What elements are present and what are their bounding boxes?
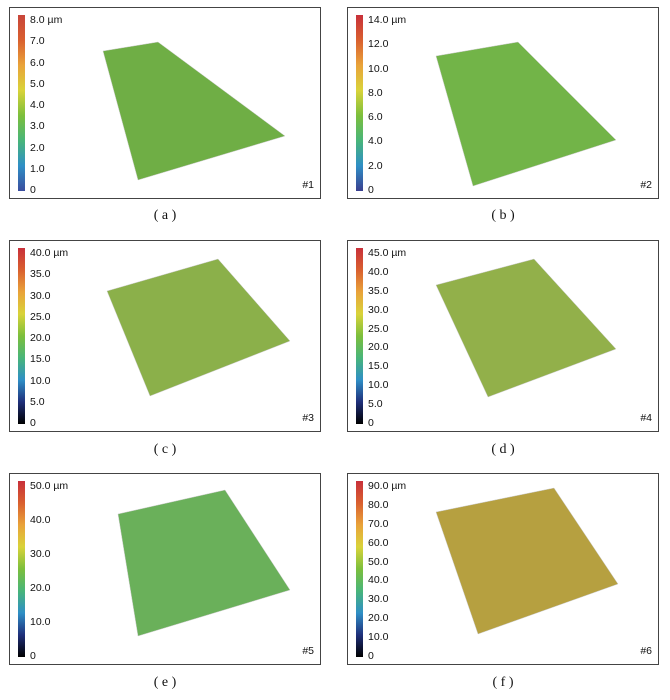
colorbar-tick-label: 0 bbox=[30, 184, 36, 196]
colorbar bbox=[18, 248, 25, 424]
sample-number: #1 bbox=[302, 179, 314, 191]
surface-plot bbox=[117, 489, 291, 637]
colorbar bbox=[356, 15, 363, 191]
colorbar-tick-label: 4.0 bbox=[368, 135, 383, 148]
colorbar-tick-label: 40.0 bbox=[368, 574, 389, 587]
colorbar-tick-label: 8.0 bbox=[368, 86, 383, 99]
colorbar bbox=[356, 248, 363, 424]
colorbar-tick-label: 80.0 bbox=[368, 498, 389, 511]
colorbar-tick-label: 0 bbox=[30, 417, 36, 429]
colorbar-tick-label: 10.0 bbox=[30, 374, 51, 387]
colorbar-tick-label: 30.0 bbox=[368, 593, 389, 606]
colorbar-tick-label: 40.0 bbox=[368, 265, 389, 278]
colorbar-tick-label: 1.0 bbox=[30, 162, 45, 175]
colorbar-tick-label: 0 bbox=[368, 417, 374, 429]
colorbar bbox=[356, 481, 363, 657]
surface-plot bbox=[106, 258, 291, 397]
sample-number: #6 bbox=[640, 645, 652, 657]
sample-number: #3 bbox=[302, 412, 314, 424]
colorbar-tick-label: 2.0 bbox=[30, 141, 45, 154]
colorbar-tick-label: 25.0 bbox=[30, 310, 51, 323]
colorbar-tick-label: 6.0 bbox=[368, 111, 383, 124]
colorbar-tick-label: 8.0 µm bbox=[30, 14, 63, 26]
sample-number: #5 bbox=[302, 645, 314, 657]
caption-e: ( e ) bbox=[153, 675, 177, 690]
colorbar-tick-label: 15.0 bbox=[30, 353, 51, 366]
surface-plot bbox=[435, 487, 619, 635]
colorbar-tick-label: 6.0 bbox=[30, 56, 45, 69]
colorbar bbox=[18, 481, 25, 657]
colorbar-tick-label: 60.0 bbox=[368, 536, 389, 549]
colorbar-tick-label: 20.0 bbox=[30, 332, 51, 344]
colorbar-tick-label: 35.0 bbox=[368, 284, 389, 297]
colorbar-tick-label: 12.0 bbox=[368, 38, 389, 51]
caption-b: ( b ) bbox=[491, 208, 515, 223]
colorbar-tick-label: 20.0 bbox=[30, 582, 51, 594]
colorbar-tick-label: 35.0 bbox=[30, 268, 51, 281]
panel-b: 0 2.0 4.0 6.0 8.0 10.0 12.0 14.0 µm #2 bbox=[347, 7, 659, 199]
colorbar-tick-label: 90.0 µm bbox=[368, 480, 407, 492]
colorbar-tick-label: 50.0 bbox=[368, 555, 389, 568]
colorbar-tick-label: 14.0 µm bbox=[368, 14, 407, 26]
colorbar-tick-label: 25.0 bbox=[368, 322, 389, 335]
colorbar-tick-label: 20.0 bbox=[368, 612, 389, 625]
sample-number: #2 bbox=[640, 179, 652, 191]
colorbar-tick-label: 45.0 µm bbox=[368, 247, 407, 259]
colorbar-tick-label: 15.0 bbox=[368, 360, 389, 373]
surface-plot bbox=[102, 41, 286, 181]
colorbar-tick-label: 50.0 µm bbox=[30, 480, 69, 492]
colorbar-tick-label: 10.0 bbox=[368, 62, 389, 75]
colorbar-tick-label: 30.0 bbox=[30, 289, 51, 302]
panel-a: 0 1.0 2.0 3.0 4.0 5.0 6.0 7.0 8.0 µm #1 bbox=[9, 7, 321, 199]
colorbar-tick-label: 40.0 µm bbox=[30, 247, 69, 259]
panel-e: 0 10.0 20.0 30.0 40.0 50.0 µm #5 bbox=[9, 473, 321, 665]
colorbar-tick-label: 30.0 bbox=[30, 548, 51, 560]
caption-f: ( f ) bbox=[492, 675, 514, 690]
colorbar-tick-label: 10.0 bbox=[30, 616, 51, 628]
panel-c: 0 5.0 10.0 15.0 20.0 25.0 30.0 35.0 40.0 µm #3 bbox=[9, 240, 321, 432]
colorbar-tick-label: 2.0 bbox=[368, 159, 383, 172]
colorbar-tick-label: 70.0 bbox=[368, 517, 389, 530]
sample-number: #4 bbox=[640, 412, 652, 424]
colorbar-tick-label: 3.0 bbox=[30, 120, 45, 133]
caption-c: ( c ) bbox=[153, 442, 177, 457]
colorbar-tick-label: 5.0 bbox=[368, 398, 383, 411]
colorbar-tick-label: 40.0 bbox=[30, 514, 51, 526]
colorbar-tick-label: 4.0 bbox=[30, 99, 45, 111]
colorbar-tick-label: 0 bbox=[368, 184, 374, 196]
colorbar bbox=[18, 15, 25, 191]
panel-f: 0 10.0 20.0 30.0 40.0 50.0 60.0 70.0 80.0 90.0 µm… bbox=[347, 473, 659, 665]
colorbar-tick-label: 0 bbox=[368, 650, 374, 662]
surface-plot bbox=[435, 41, 617, 187]
panel-d: 0 5.0 10.0 15.0 20.0 25.0 30.0 35.0 40.0 45.0 µm … bbox=[347, 240, 659, 432]
colorbar-tick-label: 0 bbox=[30, 650, 36, 662]
colorbar-tick-label: 5.0 bbox=[30, 77, 45, 90]
colorbar-tick-label: 5.0 bbox=[30, 395, 45, 408]
colorbar-tick-label: 7.0 bbox=[30, 35, 45, 48]
caption-d: ( d ) bbox=[491, 442, 515, 457]
colorbar-tick-label: 20.0 bbox=[368, 341, 389, 354]
colorbar-tick-label: 30.0 bbox=[368, 303, 389, 316]
caption-a: ( a ) bbox=[153, 208, 177, 223]
colorbar-tick-label: 10.0 bbox=[368, 631, 389, 644]
surface-plot bbox=[435, 258, 617, 398]
colorbar-tick-label: 10.0 bbox=[368, 379, 389, 392]
